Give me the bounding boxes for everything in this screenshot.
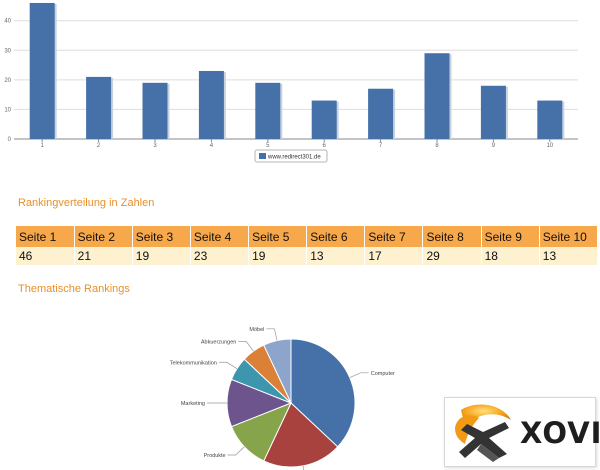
table-header-cell: Seite 7 bbox=[364, 226, 424, 247]
pie-label: Marketing bbox=[181, 401, 205, 407]
table-header-cell: Seite 4 bbox=[190, 226, 250, 247]
table-value-cell: 13 bbox=[539, 247, 599, 265]
legend-label: www.redirect301.de bbox=[267, 155, 321, 161]
chart-legend: www.redirect301.de bbox=[254, 149, 328, 163]
xovi-logo-text: XOVI bbox=[520, 416, 600, 450]
x-tick-label: 3 bbox=[153, 143, 157, 149]
table-value-cell: 21 bbox=[74, 247, 133, 265]
thematic-rankings-title: Thematische Rankings bbox=[18, 283, 130, 295]
y-tick-label: 20 bbox=[4, 78, 11, 84]
bar bbox=[311, 100, 337, 139]
table-header-cell: Seite 2 bbox=[74, 226, 133, 247]
table-header-cell: Seite 5 bbox=[248, 226, 308, 247]
legend-box bbox=[254, 149, 328, 163]
table-value-cell: 19 bbox=[248, 247, 308, 265]
bar bbox=[198, 70, 224, 139]
thematic-pie-chart: Computer Produkte Marketing Telekommunikati… bbox=[170, 327, 395, 470]
x-tick-label: 8 bbox=[435, 143, 439, 149]
bar bbox=[255, 82, 281, 139]
table-header-cell: Seite 10 bbox=[539, 226, 599, 247]
bar bbox=[29, 2, 55, 140]
table-value-cell: 23 bbox=[190, 247, 250, 265]
y-tick-label: 40 bbox=[4, 19, 11, 25]
table-header-cell: Seite 3 bbox=[132, 226, 191, 247]
bar bbox=[480, 85, 506, 139]
pie-leader-line bbox=[218, 361, 238, 370]
pie-slice bbox=[290, 338, 356, 448]
pie-label: Produkte bbox=[204, 453, 226, 459]
table-header-cell: Seite 9 bbox=[481, 226, 540, 247]
bar bbox=[142, 82, 168, 139]
table-value-cell: 17 bbox=[364, 247, 424, 265]
x-tick-label: 7 bbox=[379, 143, 383, 149]
pie-leader-line bbox=[302, 465, 305, 470]
table-header-cell: Seite 6 bbox=[306, 226, 366, 247]
ranking-distribution-title: Rankingverteilung in Zahlen bbox=[18, 197, 155, 209]
ranking-bar-chart: 0 10 20 30 40 1 2 3 4 5 6 7 8 9 10 www.redirect301.de bbox=[4, 2, 578, 163]
bar bbox=[368, 88, 394, 139]
xovi-logo: XOVI bbox=[444, 397, 600, 467]
x-tick-label: 6 bbox=[323, 143, 327, 149]
table-value-cell: 18 bbox=[481, 247, 540, 265]
x-tick-label: 4 bbox=[210, 143, 214, 149]
x-tick-label: 10 bbox=[546, 143, 553, 149]
ranking-table-header-row: Seite 1 Seite 2 Seite 3 Seite 4 Seite 5 … bbox=[16, 226, 599, 247]
table-header-cell: Seite 8 bbox=[422, 226, 482, 247]
bar bbox=[424, 53, 450, 140]
bar bbox=[86, 76, 112, 139]
pie-label: Computer bbox=[371, 371, 395, 377]
pie-slice bbox=[263, 402, 339, 468]
pie-label: Telekommunikation bbox=[170, 360, 217, 366]
ranking-table: Seite 1 Seite 2 Seite 3 Seite 4 Seite 5 … bbox=[16, 226, 599, 265]
table-header-cell: Seite 1 bbox=[16, 226, 75, 247]
pie-label: Abkuerzungen bbox=[201, 340, 236, 346]
ranking-table-value-row: 46 21 19 23 19 13 17 29 18 13 bbox=[16, 247, 599, 265]
x-tick-label: 9 bbox=[492, 143, 496, 149]
table-value-cell: 13 bbox=[306, 247, 366, 265]
table-value-cell: 19 bbox=[132, 247, 191, 265]
xovi-logo-mark-icon bbox=[455, 404, 511, 462]
y-tick-label: 10 bbox=[4, 107, 11, 113]
table-value-cell: 29 bbox=[422, 247, 482, 265]
y-tick-label: 30 bbox=[4, 48, 11, 54]
x-tick-label: 5 bbox=[266, 143, 270, 149]
legend-swatch bbox=[259, 153, 266, 159]
pie-slice bbox=[263, 338, 292, 404]
pie-leader-line bbox=[266, 328, 278, 341]
x-tick-label: 1 bbox=[41, 143, 45, 149]
pie-leader-line bbox=[349, 372, 369, 378]
pie-label: Möbel bbox=[249, 327, 264, 333]
table-value-cell: 46 bbox=[16, 247, 75, 265]
bar bbox=[537, 100, 563, 139]
y-tick-label: 0 bbox=[8, 137, 12, 143]
pie-leader-line bbox=[227, 446, 245, 456]
x-tick-label: 2 bbox=[97, 143, 101, 149]
pie-leader-line bbox=[238, 341, 254, 352]
